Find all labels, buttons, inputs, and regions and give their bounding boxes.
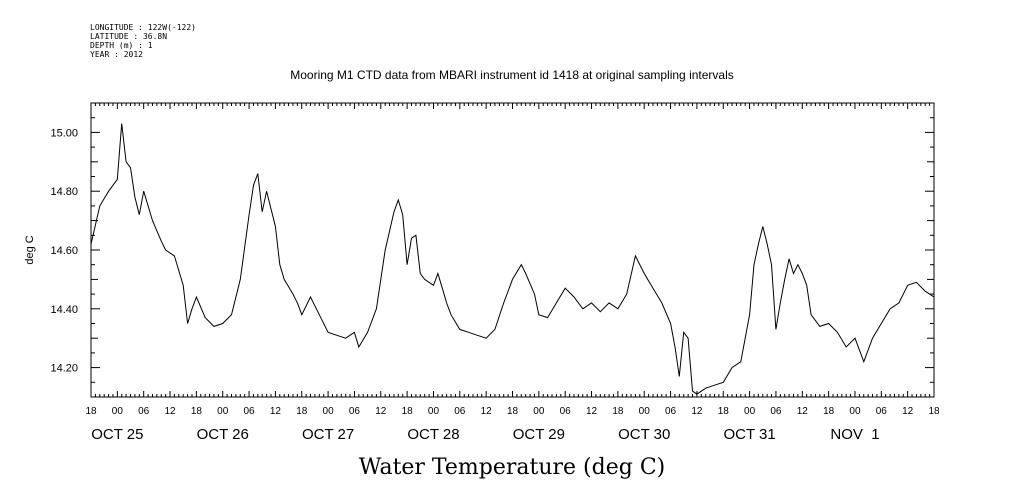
temperature-series-line [90,123,935,395]
day-label: OCT 28 [407,426,459,443]
y-tick-label: 14.40 [50,304,78,316]
x-tick-label: 06 [770,406,782,417]
x-tick-label: 00 [849,406,861,417]
x-tick-label: 18 [507,406,519,417]
x-tick-label: 12 [586,406,598,417]
depth-label: DEPTH (m) : 1 [90,41,153,50]
x-tick-label: 18 [191,406,203,417]
y-axis-label: deg C [24,235,36,264]
x-tick-label: 00 [639,406,651,417]
x-tick-label: 00 [217,406,229,417]
x-tick-label: 06 [454,406,466,417]
x-tick-label: 12 [797,406,809,417]
y-tick-label: 14.60 [50,245,78,257]
chart-title: Mooring M1 CTD data from MBARI instrumen… [290,68,734,82]
x-tick-label: 06 [665,406,677,417]
latitude-label: LATITUDE : 36.8N [90,32,167,41]
day-label: OCT 30 [618,426,670,443]
day-label: OCT 29 [513,426,565,443]
x-tick-label: 12 [902,406,914,417]
x-tick-label: 18 [296,406,308,417]
day-label: OCT 27 [302,426,354,443]
day-label: NOV 1 [830,426,879,443]
longitude-label: LONGITUDE : 122W(-122) [90,23,196,32]
day-label: OCT 25 [91,426,143,443]
x-tick-label: 00 [112,406,124,417]
x-tick-label: 06 [349,406,361,417]
x-tick-label: 06 [560,406,572,417]
day-label: OCT 31 [723,426,775,443]
x-tick-label: 18 [928,406,940,417]
day-labels: OCT 25 OCT 26 OCT 27 OCT 28 OCT 29 OCT 30 OCT … [91,426,879,443]
x-tick-label: 06 [244,406,256,417]
y-tick-label: 14.20 [50,363,78,375]
metadata-block: LONGITUDE : 122W(-122) LATITUDE : 36.8N … [90,23,196,59]
x-tick-label: 18 [823,406,835,417]
x-tick-label: 18 [718,406,730,417]
x-tick-label: 00 [323,406,335,417]
year-label: YEAR : 2012 [90,50,143,59]
x-tick-labels: 18 00 06 12 18 00 06 12 18 00 06 12 18 00 06 12 18 00 06 12… [85,406,940,417]
x-tick-label: 12 [375,406,387,417]
plot-frame [90,102,935,398]
x-tick-label: 18 [85,406,97,417]
x-axis-label: Water Temperature (deg C) [359,455,666,480]
x-tick-label: 12 [270,406,282,417]
x-tick-label: 12 [164,406,176,417]
x-tick-label: 00 [428,406,440,417]
x-tick-label: 06 [138,406,150,417]
y-tick-labels: 14.20 14.40 14.60 14.80 15.00 [50,127,78,374]
axis-ticks [90,102,935,398]
x-tick-label: 18 [402,406,414,417]
y-tick-label: 14.80 [50,186,78,198]
x-tick-label: 12 [481,406,493,417]
x-tick-label: 00 [533,406,545,417]
x-tick-label: 00 [744,406,756,417]
x-tick-label: 12 [691,406,703,417]
x-tick-label: 18 [612,406,624,417]
day-label: OCT 26 [197,426,249,443]
y-tick-label: 15.00 [50,127,78,139]
x-tick-label: 06 [876,406,888,417]
